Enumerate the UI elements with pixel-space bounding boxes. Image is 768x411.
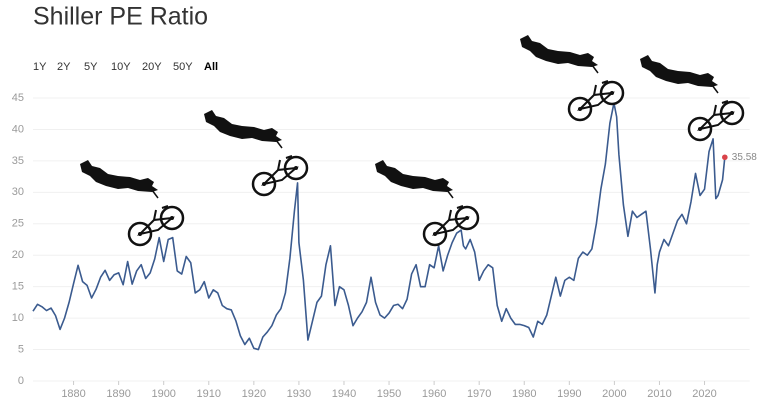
y-tick-label: 0	[18, 375, 24, 387]
range-buttons: 1Y 2Y 5Y 10Y 20Y 50Y All	[33, 61, 218, 73]
range-button[interactable]: 2Y	[57, 61, 71, 73]
x-tick-label: 1900	[151, 388, 175, 400]
y-tick-label: 15	[12, 281, 24, 293]
pe-line	[32, 102, 726, 351]
y-tick-label: 45	[12, 92, 24, 104]
range-button[interactable]: 1Y	[33, 61, 47, 73]
x-tick-label: 1940	[332, 388, 356, 400]
bike-meme	[518, 33, 625, 122]
x-tick-label: 2000	[602, 388, 626, 400]
chart-title: Shiller PE Ratio	[33, 3, 208, 31]
x-tick-label: 1990	[557, 388, 581, 400]
plot: 35.58	[32, 102, 757, 351]
y-tick-label: 40	[12, 123, 24, 135]
range-button[interactable]: 5Y	[84, 61, 98, 73]
y-tick-label: 20	[12, 249, 24, 261]
x-tick-label: 1930	[287, 388, 311, 400]
x-tick-label: 1970	[467, 388, 491, 400]
bike-meme	[202, 108, 309, 197]
x-tick-label: 2020	[692, 388, 716, 400]
x-tick-label: 1980	[512, 388, 536, 400]
x-tick-label: 1880	[61, 388, 85, 400]
grid: 0 5 10 15 20 25 30 35 40 45 1880 1890 1900 1910 1920 19…	[12, 92, 750, 400]
range-button[interactable]: 20Y	[142, 61, 162, 73]
y-tick-label: 25	[12, 218, 24, 230]
x-tick-label: 1960	[422, 388, 446, 400]
x-tick-label: 1950	[377, 388, 401, 400]
range-button[interactable]: 10Y	[111, 61, 131, 73]
bike-meme	[373, 158, 480, 247]
range-button[interactable]: All	[204, 61, 218, 73]
y-tick-label: 30	[12, 186, 24, 198]
last-value-label: 35.58	[732, 152, 757, 163]
bike-meme	[78, 158, 185, 247]
x-tick-label: 1910	[197, 388, 221, 400]
x-tick-label: 1890	[106, 388, 130, 400]
range-button[interactable]: 50Y	[173, 61, 193, 73]
y-tick-label: 10	[12, 312, 24, 324]
y-tick-label: 35	[12, 155, 24, 167]
x-tick-label: 1920	[242, 388, 266, 400]
y-tick-label: 5	[18, 343, 24, 355]
x-tick-label: 2010	[647, 388, 671, 400]
last-point	[722, 154, 728, 161]
